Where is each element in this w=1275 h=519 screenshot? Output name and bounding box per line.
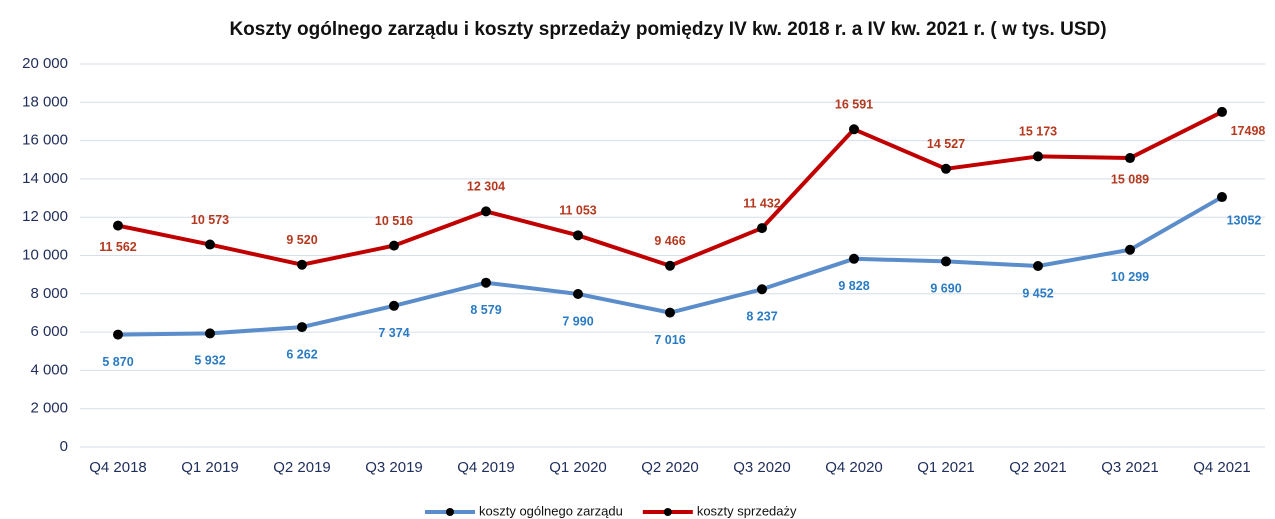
legend-marker [663,508,672,516]
data-point [757,284,767,295]
data-point [205,328,215,339]
data-label: 8 237 [746,310,777,324]
data-label: 15 173 [1019,125,1057,139]
y-tick-label: 16 000 [22,132,68,149]
chart-title: Koszty ogólnego zarządu i koszty sprzeda… [229,19,1106,40]
data-point [297,322,307,333]
data-point [849,253,859,264]
x-tick-label: Q2 2021 [1009,459,1067,476]
data-label: 9 828 [838,279,869,293]
data-point [481,277,491,288]
x-tick-label: Q3 2020 [733,459,791,476]
y-tick-label: 8 000 [30,285,68,302]
data-label: 8 579 [470,303,501,317]
y-tick-label: 18 000 [22,93,68,110]
x-tick-label: Q2 2020 [641,459,699,476]
data-label: 10 573 [191,213,229,227]
y-tick-label: 10 000 [22,246,68,263]
legend-label: koszty sprzedaży [697,503,797,518]
x-tick-label: Q2 2019 [273,459,331,476]
data-label: 14 527 [927,137,965,151]
data-label: 9 452 [1022,286,1053,300]
data-point [113,220,123,231]
x-tick-label: Q1 2021 [917,459,975,476]
y-tick-label: 12 000 [22,208,68,225]
y-tick-label: 6 000 [30,323,68,340]
data-point [849,124,859,135]
data-label: 7 990 [562,314,593,328]
data-point [1033,260,1043,271]
data-point [113,329,123,340]
data-point [573,288,583,299]
data-point [1125,153,1135,164]
x-tick-label: Q4 2020 [825,459,883,476]
x-tick-label: Q4 2019 [457,459,515,476]
data-point [1033,151,1043,162]
data-point [941,163,951,174]
x-tick-label: Q3 2019 [365,459,423,476]
data-label: 9 466 [654,234,685,248]
y-tick-label: 0 [60,438,68,455]
data-point [1125,244,1135,255]
data-label: 7 016 [654,333,685,347]
x-tick-label: Q3 2021 [1101,459,1159,476]
x-tick-label: Q4 2018 [89,459,147,476]
data-point [665,307,675,318]
data-label: 9 690 [930,282,961,296]
data-point [389,240,399,251]
data-point [941,256,951,267]
x-tick-label: Q1 2020 [549,459,607,476]
data-label: 10 516 [375,214,413,228]
data-label: 17498 [1231,124,1266,138]
legend-marker [446,508,454,516]
data-point [665,260,675,271]
x-tick-label: Q4 2021 [1193,459,1251,476]
data-label: 11 562 [99,240,137,254]
data-label: 12 304 [467,180,505,194]
data-label: 6 262 [286,347,317,361]
data-point [481,206,491,217]
data-label: 15 089 [1111,172,1149,186]
data-point [757,223,767,234]
y-tick-label: 2 000 [30,400,68,417]
x-tick-label: Q1 2019 [181,459,239,476]
data-label: 5 932 [194,354,225,368]
data-point [1217,106,1227,117]
y-tick-label: 4 000 [30,361,68,378]
y-tick-label: 14 000 [22,170,68,187]
data-point [205,239,215,250]
data-label: 9 520 [286,233,317,247]
data-label: 7 374 [378,326,409,340]
data-point [297,259,307,270]
data-point [389,300,399,311]
legend-label: koszty ogólnego zarządu [479,503,623,518]
data-point [573,230,583,241]
data-point [1217,192,1227,203]
data-label: 16 591 [835,98,873,112]
data-label: 13052 [1227,213,1262,227]
data-label: 11 432 [743,196,781,210]
data-label: 11 053 [559,204,597,218]
y-tick-label: 20 000 [22,55,68,72]
data-label: 5 870 [102,355,133,369]
data-label: 10 299 [1111,270,1149,284]
